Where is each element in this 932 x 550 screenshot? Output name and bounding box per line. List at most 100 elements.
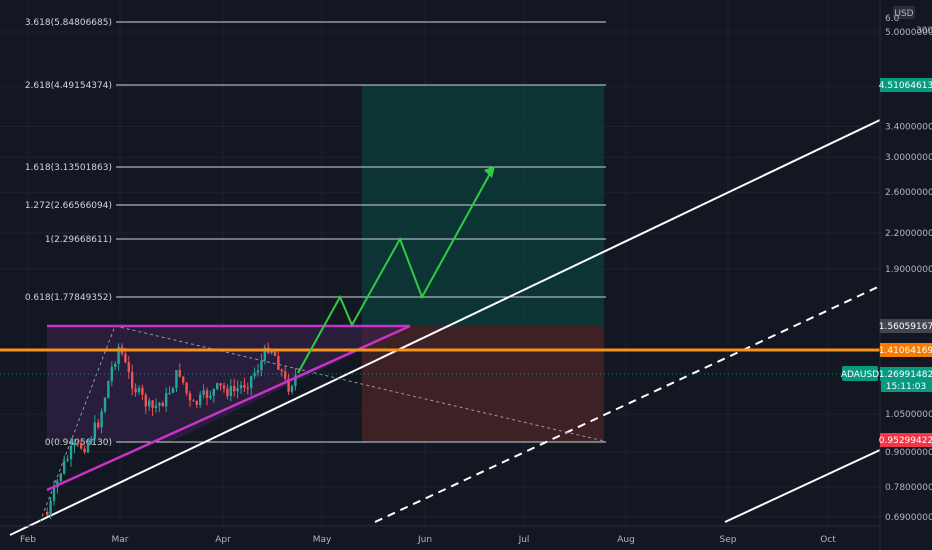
candle-body (233, 385, 236, 392)
price-badge (880, 319, 932, 333)
triangle-bottom-line (46, 324, 411, 492)
candle-body (277, 355, 280, 370)
candle-body (192, 400, 195, 402)
projected-path (297, 169, 493, 374)
candle-body (137, 387, 141, 393)
stop-zone (362, 326, 604, 442)
candle-body (46, 512, 49, 516)
candle-body (80, 442, 83, 449)
price-badges: 4.51064613 1.56059167 1.41064169 1.26991482… (879, 78, 932, 447)
projected-path-arrow-icon (484, 166, 495, 178)
candle-body (219, 383, 222, 386)
candle-body (161, 403, 164, 407)
price-badge-label: 0.95299422 (879, 436, 932, 446)
candle-body (284, 371, 287, 379)
fib-level-label: 0.618(1.77849352) (25, 293, 112, 303)
candle-body (86, 442, 90, 453)
candle-body (110, 366, 113, 381)
axis-top-label: 6.0 (885, 14, 900, 24)
candle-body (127, 362, 130, 372)
candle-body (222, 385, 226, 389)
triangle-zone (47, 326, 410, 442)
candle-body (229, 385, 232, 397)
candle-body (182, 376, 185, 383)
channel-lower-line (724, 449, 881, 523)
channel-mid-dashed-line (374, 285, 881, 523)
candle-body (253, 372, 256, 377)
candle-body (175, 370, 178, 388)
currency-label: USD (894, 9, 913, 19)
candle-body (59, 473, 62, 482)
price-tick-label: 0.69000000 (885, 513, 932, 523)
candle-body (280, 369, 283, 372)
candle-body (117, 346, 120, 364)
price-badge (880, 433, 932, 447)
candle-body (199, 394, 202, 405)
candle-body (148, 400, 151, 407)
candle-body (73, 442, 76, 446)
candles (46, 342, 297, 520)
time-tick-label: Jul (518, 535, 530, 545)
candle-body (107, 380, 110, 398)
candle-body (63, 460, 66, 474)
candle-body (216, 383, 219, 389)
candle-body (154, 405, 158, 409)
candle-body (243, 384, 246, 388)
candle-body (97, 422, 100, 428)
candle-body (69, 445, 73, 460)
candle-body (151, 400, 154, 409)
candle-body (209, 395, 212, 398)
time-axis-labels: Feb Mar Apr May Jun Jul Aug Sep Oct (20, 535, 836, 545)
time-tick-label: Jun (417, 535, 432, 545)
candle-body (131, 371, 134, 389)
price-badge-label: 1.56059167 (879, 322, 932, 332)
candle-body (260, 360, 263, 371)
candle-body (165, 393, 168, 407)
candle-body (212, 388, 215, 396)
candle-body (226, 388, 229, 397)
time-tick-label: Aug (617, 535, 635, 545)
candle-body (90, 438, 93, 443)
price-badge (880, 78, 932, 92)
candle-body (49, 500, 52, 516)
time-tick-label: Sep (720, 535, 737, 545)
symbol-badge (842, 366, 878, 381)
price-badge-label: 1.41064169 (879, 346, 932, 356)
candle-body (263, 347, 266, 361)
price-tick-label: 3.40000000 (885, 122, 932, 132)
candle-body (158, 403, 161, 406)
candle-body (144, 394, 147, 407)
candle-body (185, 382, 188, 394)
candle-body (76, 442, 79, 444)
candle-body (239, 384, 243, 389)
channel-lines (9, 119, 881, 536)
fib-level-label: 1(2.29668611) (45, 235, 112, 245)
axis-top-label-suffix: 300 (916, 26, 932, 36)
price-tick-label: 2.20000000 (885, 229, 932, 239)
symbol-label: ADAUSD (841, 370, 879, 380)
price-badge-label: 1.26991482 (879, 370, 932, 380)
time-tick-label: Oct (820, 535, 836, 545)
candle-body (294, 375, 297, 386)
candle-body (188, 393, 192, 401)
candle-body (246, 387, 249, 389)
currency-tag (893, 6, 915, 19)
candle-body (114, 363, 117, 367)
candle-body (168, 392, 171, 394)
candle-body (236, 388, 239, 392)
fib-level-label: 2.618(4.49154374) (25, 81, 112, 91)
time-tick-label: Apr (215, 535, 231, 545)
timer-badge (881, 379, 932, 392)
candle-body (100, 411, 103, 428)
candle-body (141, 387, 144, 395)
fib-base-dashed-line (39, 325, 116, 523)
candle-body (195, 401, 198, 405)
candle-body (103, 397, 107, 412)
price-tick-label: 2.60000000 (885, 188, 932, 198)
price-badge (880, 367, 932, 381)
